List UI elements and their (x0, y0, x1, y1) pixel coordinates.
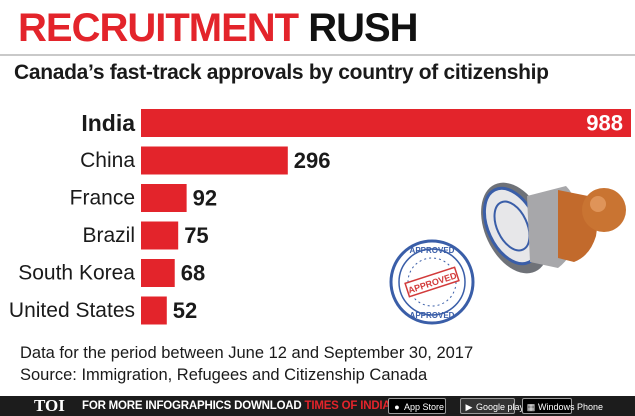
value-label-india: 988 (586, 111, 623, 136)
value-label-brazil: 75 (184, 223, 208, 248)
rubber-stamp (481, 182, 626, 274)
google-play-icon: ▶ (465, 402, 473, 412)
category-label-france: France (70, 187, 135, 210)
value-label-united-states: 52 (173, 298, 197, 323)
headline-black-word: RUSH (308, 6, 418, 50)
period-note: Data for the period between June 12 and … (20, 344, 474, 362)
bar-brazil (141, 221, 179, 250)
value-label-south-korea: 68 (181, 261, 205, 286)
stamp-imprint-bottom-text: APPROVED (410, 311, 455, 320)
bar-france (141, 184, 187, 212)
footer-promo-prefix: FOR MORE INFOGRAPHICS DOWNLOAD (82, 400, 305, 412)
category-label-south-korea: South Korea (18, 262, 135, 285)
bars-group: India 988 China 296 France 92 Brazil 75 South Ko… (9, 109, 631, 325)
google-play-label: Google play (476, 402, 525, 412)
approved-stamp-illustration: APPROVED APPROVED APPROVED (389, 182, 626, 325)
footer-promo-text: FOR MORE INFOGRAPHICS DOWNLOAD TIMES OF … (82, 396, 416, 416)
value-label-china: 296 (294, 148, 331, 173)
apple-icon: ● (394, 402, 400, 412)
stamp-imprint: APPROVED APPROVED APPROVED (389, 239, 475, 325)
category-label-united-states: United States (9, 299, 135, 322)
google-play-badge[interactable]: ▶ Google play (460, 398, 524, 414)
app-store-badge[interactable]: ● App Store (388, 398, 446, 414)
app-store-label: App Store (404, 402, 445, 412)
bar-india (141, 109, 631, 137)
windows-icon: ▦ (526, 402, 536, 412)
category-label-china: China (80, 149, 135, 172)
toi-logo: TOI (34, 396, 65, 415)
headline-area: RECRUITMENT RUSH (0, 0, 635, 54)
category-label-brazil: Brazil (82, 224, 135, 247)
headline: RECRUITMENT RUSH (18, 6, 419, 50)
stamp-imprint-top-text: APPROVED (410, 246, 455, 255)
windows-phone-badge[interactable]: ▦ Windows Phone (522, 398, 603, 414)
value-label-france: 92 (193, 186, 217, 211)
chart-notes: Data for the period between June 12 and … (20, 342, 473, 386)
divider (0, 54, 635, 56)
chart-subtitle: Canada’s fast-track approvals by country… (14, 61, 549, 84)
bar-south-korea (141, 259, 175, 287)
footer-bar: TOI FOR MORE INFOGRAPHICS DOWNLOAD TIMES… (0, 396, 635, 416)
headline-red-word: RECRUITMENT (18, 6, 299, 50)
bar-china (141, 146, 288, 175)
windows-phone-label: Windows Phone (538, 402, 604, 412)
bar-chart: India 988 China 296 France 92 Brazil 75 South Ko… (9, 109, 631, 325)
category-label-india: India (81, 110, 135, 136)
bar-united-states (141, 296, 167, 325)
source-note: Source: Immigration, Refugees and Citize… (20, 366, 428, 384)
